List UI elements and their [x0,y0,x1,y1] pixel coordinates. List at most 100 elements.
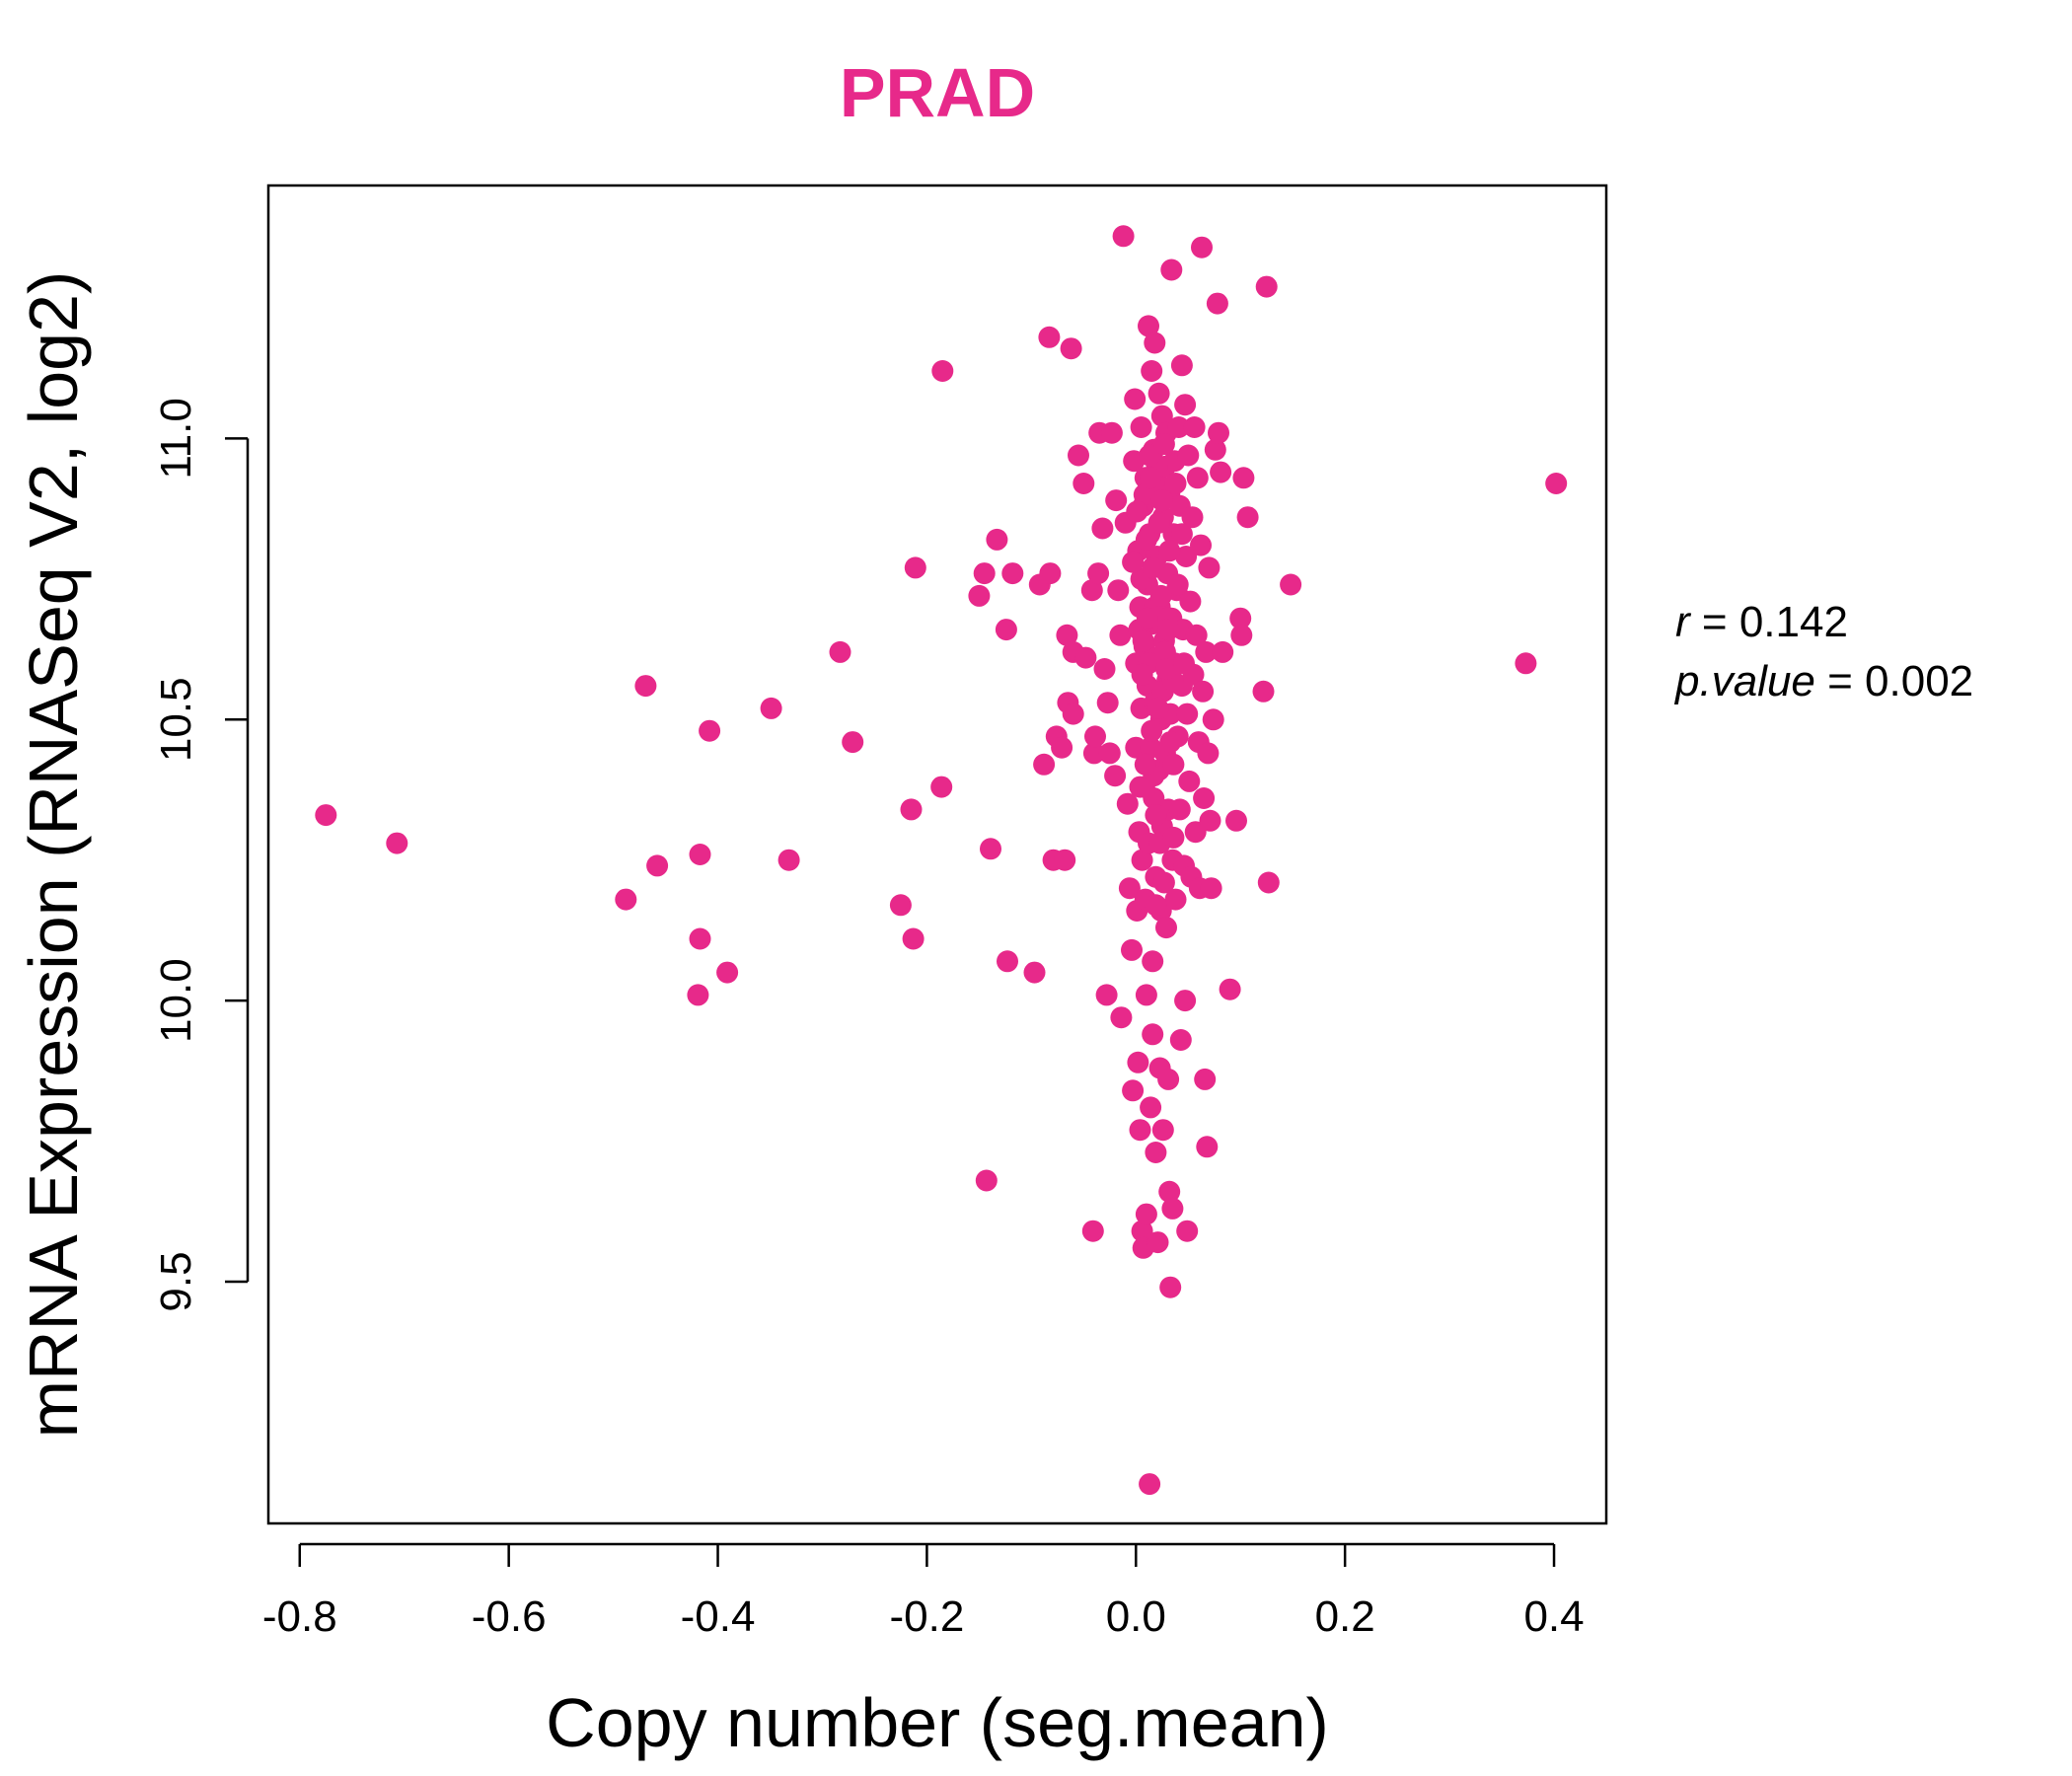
data-point [1135,984,1157,1006]
data-point [1062,703,1084,725]
data-point [646,854,669,877]
data-point [687,984,709,1006]
data-point [1186,467,1209,489]
data-point [1164,888,1187,911]
data-point [1236,506,1259,529]
data-point [1087,562,1110,585]
data-point [904,556,926,579]
data-point [1138,315,1159,337]
data-point [1162,753,1185,776]
data-point [1204,438,1226,461]
data-point [1199,809,1221,832]
data-point [1112,225,1135,248]
data-point [1200,877,1222,900]
data-point [1174,394,1197,416]
svg-text:r = 0.142: r = 0.142 [1675,598,1848,646]
data-point [1150,405,1173,427]
data-point [973,562,996,585]
data-point [1056,624,1078,646]
y-axis: 9.5 10.0 10.5 11.0 [152,398,250,1312]
data-point [1162,826,1185,849]
data-point [1190,534,1212,556]
data-point [1054,849,1076,871]
data-point [1157,1068,1180,1090]
data-point [1129,776,1151,798]
data-point [1080,579,1103,602]
x-tick-label: -0.2 [889,1592,964,1641]
data-point [615,888,637,911]
data-point [1169,1029,1192,1051]
data-point [386,832,408,854]
x-tick-label: 0.2 [1315,1592,1375,1641]
x-tick-label: -0.6 [472,1592,547,1641]
svg-text:p.value = 0.002: p.value = 0.002 [1673,657,1973,705]
data-point [1147,382,1170,405]
y-tick-label: 9.5 [152,1251,200,1311]
data-point [980,838,1001,860]
r-equals: = [1702,598,1739,646]
data-point [1136,607,1158,629]
data-point [1142,1023,1164,1046]
data-point [1198,556,1221,579]
data-point [889,894,912,917]
x-tick-label: -0.8 [262,1592,337,1641]
data-point [1091,517,1114,540]
data-point [1184,821,1207,844]
data-point [1126,500,1148,523]
data-point [842,731,864,754]
chart-title: PRAD [840,54,1035,131]
data-point [1210,461,1232,483]
data-point [1206,292,1228,315]
data-point [1124,388,1147,410]
data-point [1105,489,1128,512]
data-point [986,528,1008,551]
data-point [1110,1006,1133,1029]
data-point [1121,938,1143,961]
data-point [1142,556,1164,579]
data-point [931,360,954,382]
data-point [1196,1136,1219,1158]
data-point [1212,640,1234,663]
data-point [1001,562,1024,585]
x-tick-label: 0.0 [1106,1592,1166,1641]
data-point [1145,804,1167,827]
data-point [716,961,739,984]
y-tick-label: 11.0 [152,398,200,479]
data-point [1252,680,1275,703]
data-point [1122,1079,1145,1102]
data-point [1166,573,1189,596]
data-point [1134,753,1156,776]
data-point [1141,360,1163,382]
data-point [1145,1142,1167,1163]
data-point [1147,697,1169,719]
data-point [1195,640,1218,663]
data-point [1193,787,1216,809]
data-point [1158,1180,1181,1203]
data-point [1149,584,1172,607]
data-point [1147,1231,1169,1254]
data-point [1122,551,1145,573]
data-point [1141,719,1163,742]
data-point [1160,259,1183,281]
data-point [1176,703,1199,725]
data-point [1135,1203,1157,1225]
data-point [1129,1119,1151,1142]
plot-area [266,184,1608,1525]
y-axis-label: mRNA Expression (RNASeq V2, log2) [15,271,92,1439]
data-point [1107,579,1130,602]
data-point [995,619,1017,641]
p-value: 0.002 [1865,657,1973,705]
data-point [1164,473,1187,494]
data-point [689,844,711,865]
data-point [1131,663,1153,686]
data-point [699,719,721,742]
data-point [1155,658,1177,680]
data-point [1230,624,1253,646]
data-point [1257,871,1280,894]
data-point [1167,416,1190,438]
data-point [902,927,925,950]
data-point [1152,871,1175,894]
data-point [1515,652,1537,675]
data-point [1130,416,1152,438]
